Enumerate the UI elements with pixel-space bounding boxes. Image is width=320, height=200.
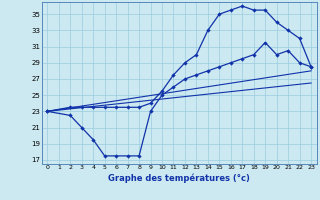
X-axis label: Graphe des températures (°c): Graphe des températures (°c) [108,173,250,183]
